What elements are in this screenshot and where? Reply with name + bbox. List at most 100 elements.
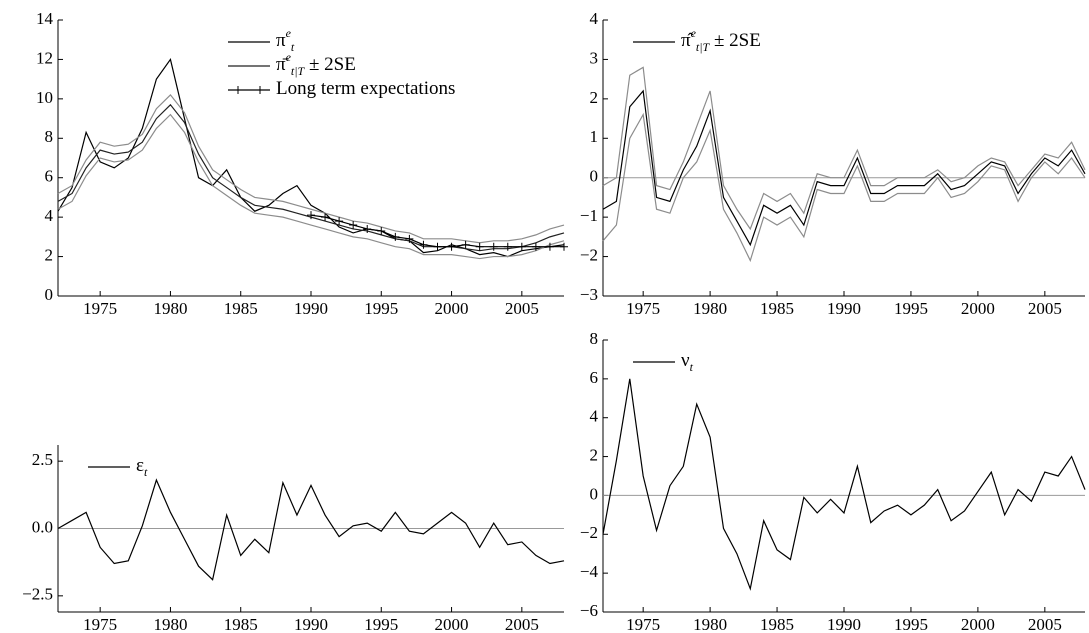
point-marker	[419, 240, 428, 249]
point-marker	[531, 242, 540, 251]
y-tick-label: 8	[590, 329, 599, 348]
series-line	[602, 112, 1086, 263]
x-tick-label: 1995	[364, 615, 398, 633]
y-tick-label: −2	[580, 245, 598, 264]
x-tick-label: 1995	[894, 299, 928, 318]
series-line	[602, 89, 1086, 247]
point-marker	[447, 242, 456, 251]
point-marker	[475, 242, 484, 251]
y-tick-label: 8	[45, 127, 54, 146]
y-tick-label: −2	[580, 523, 598, 542]
y-tick-label: 14	[36, 9, 54, 28]
x-tick-label: 2005	[1028, 615, 1062, 633]
panel: −2.5 0.0 2.5 1975 1980 1985 1990 1995 2000 2005 εt	[22, 445, 565, 633]
y-tick-label: 2	[590, 445, 599, 464]
y-tick-label: 4	[590, 407, 599, 426]
x-tick-label: 2005	[505, 615, 539, 633]
point-marker	[517, 242, 526, 251]
legend-marker	[234, 86, 264, 94]
legend-sub: t	[291, 40, 295, 54]
point-marker	[335, 217, 344, 226]
legend-sub: t|T	[291, 64, 306, 78]
y-tick-label: 0	[45, 285, 54, 304]
point-marker	[560, 242, 568, 251]
legend-sup: e	[286, 50, 292, 64]
legend-name: ε	[136, 455, 144, 476]
x-tick-label: 1995	[364, 299, 398, 318]
x-tick-label: 2000	[961, 299, 995, 318]
y-tick-label: 2.5	[32, 450, 53, 469]
legend-label: εt	[136, 455, 148, 478]
y-tick-label: −3	[580, 285, 598, 304]
y-tick-label: 2	[590, 88, 599, 107]
series-line	[57, 113, 565, 260]
x-tick-label: 2000	[435, 299, 469, 318]
y-tick-label: −2.5	[22, 585, 53, 604]
point-marker	[321, 213, 330, 222]
point-marker	[545, 242, 554, 251]
series-line	[57, 103, 565, 252]
y-tick-label: 12	[36, 48, 53, 67]
x-tick-label: 2000	[435, 615, 469, 633]
legend-sup: e	[286, 26, 292, 40]
point-marker	[461, 240, 470, 249]
x-tick-label: 1985	[224, 299, 258, 318]
y-tick-label: 6	[590, 368, 599, 387]
legend-label: Long term expectations	[276, 78, 455, 99]
x-tick-label: 2005	[1028, 299, 1062, 318]
x-tick-label: 1980	[153, 615, 187, 633]
y-tick-label: −4	[580, 562, 599, 581]
x-tick-label: 2005	[505, 299, 539, 318]
point-marker	[489, 242, 498, 251]
series-line	[57, 94, 565, 244]
x-tick-label: 1980	[153, 299, 187, 318]
panel: −6 −4 −2 0 2 4 6 8 1975 1980 1985 1990 1995 2000 2005 ν…	[580, 329, 1086, 633]
x-tick-label: 1990	[827, 615, 861, 633]
y-tick-label: 0	[590, 167, 599, 186]
legend-label: πet	[276, 26, 295, 54]
point-marker	[307, 211, 315, 220]
series-line	[602, 66, 1086, 231]
series-line	[57, 478, 565, 581]
point-marker	[433, 242, 442, 251]
y-tick-label: 2	[45, 245, 54, 264]
x-tick-label: 1975	[83, 299, 117, 318]
point-marker	[377, 226, 386, 235]
y-tick-label: −6	[580, 601, 598, 620]
legend-sub: t	[690, 360, 694, 374]
y-tick-label: 0	[590, 484, 599, 503]
legend-label: π̄et|T ± 2SE	[276, 50, 356, 78]
point-marker	[349, 221, 358, 230]
x-tick-label: 1995	[894, 615, 928, 633]
panel: 0 2 4 6 8 10 12 14 1975 1980 1985 1990 1995 2000 2005 π…	[36, 9, 568, 318]
y-tick-label: 1	[590, 127, 599, 146]
series-line	[602, 378, 1086, 591]
point-marker	[405, 234, 414, 243]
legend-suffix: ± 2SE	[709, 30, 761, 51]
legend-sup: e	[691, 26, 697, 40]
x-tick-label: 1980	[693, 299, 727, 318]
point-marker	[391, 232, 400, 241]
y-tick-label: −1	[580, 206, 598, 225]
x-tick-label: 1975	[626, 299, 660, 318]
y-tick-label: 6	[45, 167, 54, 186]
point-marker	[363, 224, 372, 233]
y-tick-label: 3	[590, 48, 599, 67]
legend-label: π̂et|T ± 2SE	[681, 26, 761, 54]
x-tick-label: 1980	[693, 615, 727, 633]
legend-sub: t|T	[696, 40, 711, 54]
panel: −3 −2 −1 0 1 2 3 4 1975 1980 1985 1990 1995 2000 2005 π…	[580, 9, 1086, 318]
series-line	[57, 58, 565, 258]
x-tick-label: 1990	[294, 299, 328, 318]
point-marker	[503, 242, 512, 251]
x-tick-label: 1985	[760, 299, 794, 318]
x-tick-label: 1985	[760, 615, 794, 633]
x-tick-label: 1985	[224, 615, 258, 633]
legend-name: Long term expectations	[276, 78, 455, 99]
legend-name: π̄	[276, 54, 289, 75]
y-tick-label: 10	[36, 88, 53, 107]
x-tick-label: 1990	[294, 615, 328, 633]
legend-name: π̂	[681, 30, 694, 51]
